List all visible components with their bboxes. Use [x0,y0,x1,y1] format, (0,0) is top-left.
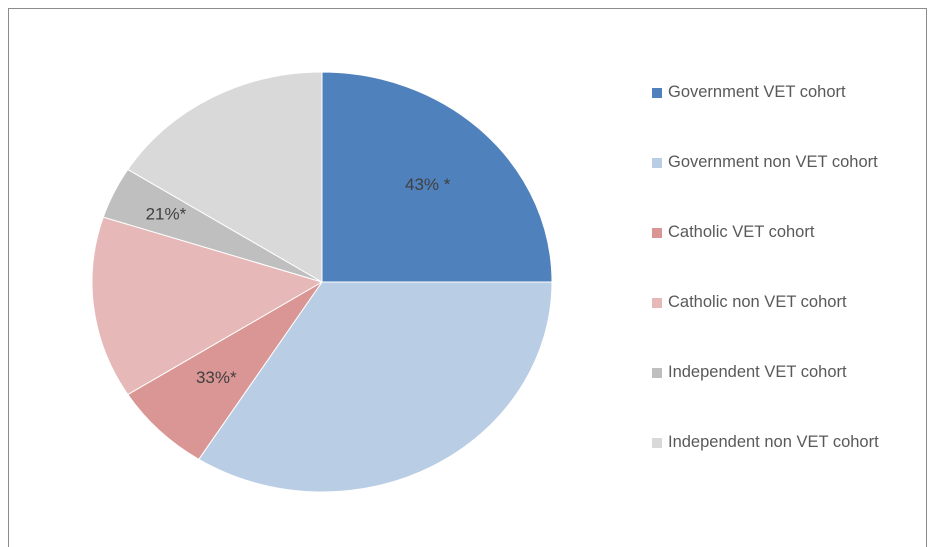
legend-item: Government VET cohort [652,80,914,105]
slice-label: 21%* [146,204,187,223]
legend-label: Independent VET cohort [668,363,847,381]
slice-label: 33%* [196,368,237,387]
pie-slice [91,216,324,396]
legend-swatch [652,228,662,238]
pie-slice [198,281,553,493]
chart-frame [8,8,927,547]
pie-slice [127,71,323,283]
legend-swatch [652,368,662,378]
legend-swatch [652,298,662,308]
legend-label: Catholic non VET cohort [668,293,847,311]
pie-slice [321,71,553,283]
legend-item: Government non VET cohort [652,150,914,175]
legend-item: Catholic VET cohort [652,220,914,245]
pie-slice [127,281,323,460]
legend-item: Independent non VET cohort [652,430,914,455]
legend-item: Catholic non VET cohort [652,290,914,315]
legend-label: Independent non VET cohort [668,433,879,451]
legend-swatch [652,158,662,168]
legend-item: Independent VET cohort [652,360,914,385]
legend-label: Government non VET cohort [668,153,878,171]
legend-swatch [652,438,662,448]
legend-swatch [652,88,662,98]
slice-label: 43% * [405,175,451,194]
legend-label: Catholic VET cohort [668,223,815,241]
legend-label: Government VET cohort [668,83,846,101]
